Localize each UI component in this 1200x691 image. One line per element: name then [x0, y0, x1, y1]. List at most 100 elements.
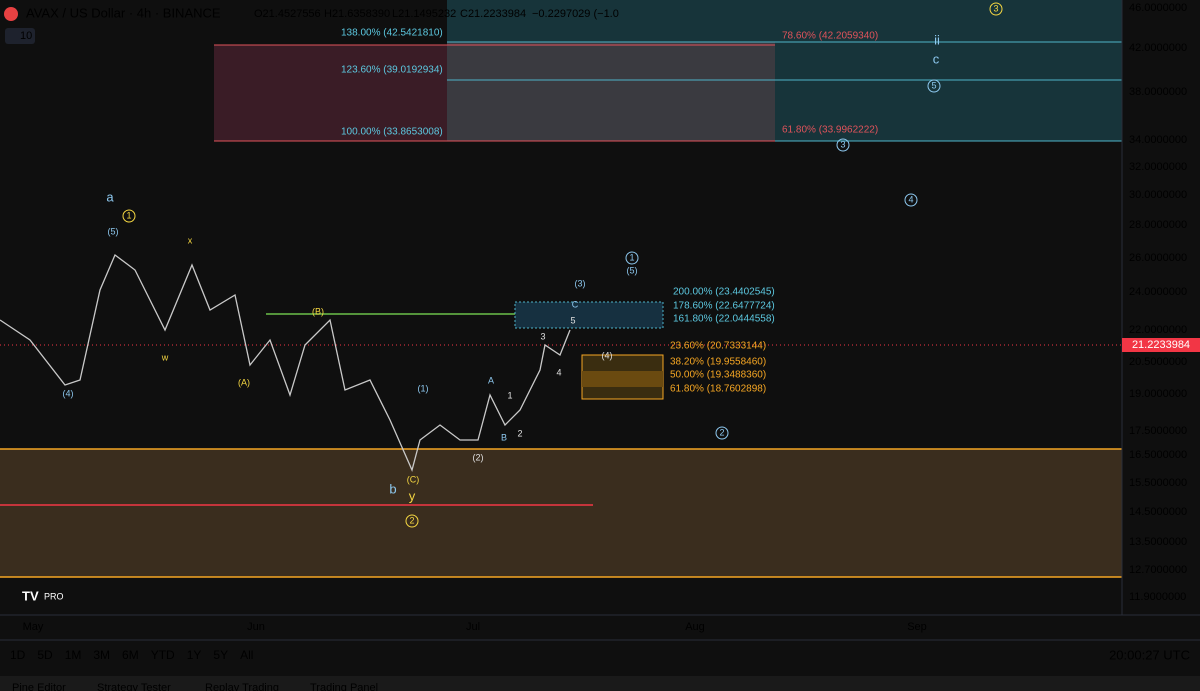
support-zone: [0, 449, 1122, 577]
symbol-icon: [4, 7, 18, 21]
price-label: 26.0000000: [1129, 252, 1187, 264]
wave-label: (5): [108, 226, 119, 236]
wave-label: w: [161, 352, 169, 362]
price-label: 11.9000000: [1129, 591, 1186, 603]
panel-tab[interactable]: Trading Panel: [310, 682, 378, 691]
indicator-count[interactable]: 10: [20, 30, 32, 42]
wave-label: (5): [627, 265, 638, 275]
wave-label: ii: [934, 32, 940, 47]
price-label: 24.0000000: [1129, 286, 1187, 298]
range-button[interactable]: 5Y: [213, 648, 228, 662]
wave-label: (2): [473, 452, 484, 462]
current-price: 21.2233984: [1132, 339, 1190, 351]
ohlc: O21.4527556: [254, 8, 321, 20]
range-button[interactable]: YTD: [151, 648, 175, 662]
wave-label: 4: [908, 194, 913, 204]
price-label: 30.0000000: [1129, 189, 1187, 201]
price-label: 32.0000000: [1129, 161, 1187, 173]
wave-circle: [836, 138, 850, 152]
time-label: Sep: [907, 621, 927, 633]
wave-label: 2: [409, 515, 414, 525]
ohlc: −0.2297029 (−1.0: [532, 8, 619, 20]
wave-label: 4: [556, 367, 561, 377]
wave-circle: [625, 251, 639, 265]
ohlc: C21.2233984: [460, 8, 526, 20]
panel-tab[interactable]: Strategy Tester: [97, 682, 171, 691]
wave-label: x: [188, 235, 193, 245]
range-button[interactable]: 1M: [65, 648, 82, 662]
wave-label: 1: [507, 390, 512, 400]
price-label: 42.0000000: [1129, 42, 1187, 54]
price-label: 20.5000000: [1129, 356, 1187, 368]
overlap-zone: [447, 42, 775, 141]
wave-label: 3: [540, 331, 545, 341]
indicator-toggle[interactable]: [5, 28, 35, 44]
wave-label: 3: [993, 3, 998, 13]
wave-label: c: [933, 51, 940, 66]
fib-label: 61.80% (33.9962222): [782, 125, 878, 136]
price-label: 15.5000000: [1129, 477, 1187, 489]
time-label: Jul: [466, 621, 480, 633]
price-label: 46.0000000: [1129, 2, 1187, 14]
time-label: May: [23, 621, 44, 633]
fib-label: 178.60% (22.6477724): [673, 301, 775, 312]
fib-label: 138.00% (42.5421810): [341, 28, 443, 39]
wave-label: 5: [931, 80, 936, 90]
fib-label: 23.60% (20.7333144): [670, 341, 766, 352]
price-label: 28.0000000: [1129, 219, 1187, 231]
ohlc: L21.1495232: [392, 8, 456, 20]
wave-label: 1: [126, 210, 131, 220]
wave-label: 5: [570, 315, 575, 325]
wave-label: A: [488, 375, 494, 385]
wave-label: (B): [312, 306, 324, 316]
wave-label: 2: [517, 428, 522, 438]
time-label: Aug: [685, 621, 705, 633]
range-button[interactable]: 1D: [10, 648, 26, 662]
range-button[interactable]: 3M: [93, 648, 110, 662]
wave-label: (3): [575, 278, 586, 288]
wave-label: 1: [629, 252, 634, 262]
range-button[interactable]: 5D: [37, 648, 53, 662]
tab-bar: [0, 676, 1200, 691]
wave-label: a: [106, 189, 114, 204]
fib-label: 200.00% (23.4402545): [673, 287, 775, 298]
price-label: 16.5000000: [1129, 449, 1187, 461]
panel-tab[interactable]: Replay Trading: [205, 682, 279, 691]
range-button[interactable]: All: [240, 648, 253, 662]
fib-label: 38.20% (19.9558460): [670, 357, 766, 368]
ohlc: H21.6358390: [324, 8, 390, 20]
time-label: Jun: [247, 621, 265, 633]
ext-zone: [514, 301, 664, 329]
price-path: [0, 253, 571, 472]
price-label: 38.0000000: [1129, 86, 1187, 98]
wave-circle: [122, 209, 136, 223]
wave-label: 3: [840, 139, 845, 149]
fib-label: 50.00% (19.3488360): [670, 370, 766, 381]
current-price-tag: [1122, 338, 1200, 352]
wave-circle: [989, 2, 1003, 16]
range-button[interactable]: 1Y: [187, 648, 202, 662]
fib-label: 78.60% (42.2059340): [782, 31, 878, 42]
range-button[interactable]: 6M: [122, 648, 139, 662]
price-label: 34.0000000: [1129, 134, 1187, 146]
wave-label: b: [389, 481, 396, 496]
wave-label: (C): [407, 474, 420, 484]
fib-label: 61.80% (18.7602898): [670, 384, 766, 395]
retrace-core: [582, 371, 663, 387]
wave-label: C: [572, 299, 579, 309]
symbol: AVAX / US Dollar · 4h · BINANCE: [26, 5, 221, 20]
wave-circle: [904, 193, 918, 207]
wave-label: B: [501, 432, 507, 442]
clock: 20:00:27 UTC: [1109, 647, 1190, 662]
wave-label: 2: [719, 427, 724, 437]
wave-label: (4): [602, 350, 613, 360]
logo-mark: TV: [22, 588, 39, 603]
fib-label: 123.60% (39.0192934): [341, 65, 443, 76]
price-label: 22.0000000: [1129, 324, 1187, 336]
price-label: 14.5000000: [1129, 506, 1187, 518]
price-label: 13.5000000: [1129, 536, 1187, 548]
panel-tab[interactable]: Pine Editor: [12, 682, 66, 691]
logo: PRO: [44, 591, 64, 601]
price-label: 12.7000000: [1129, 564, 1187, 576]
